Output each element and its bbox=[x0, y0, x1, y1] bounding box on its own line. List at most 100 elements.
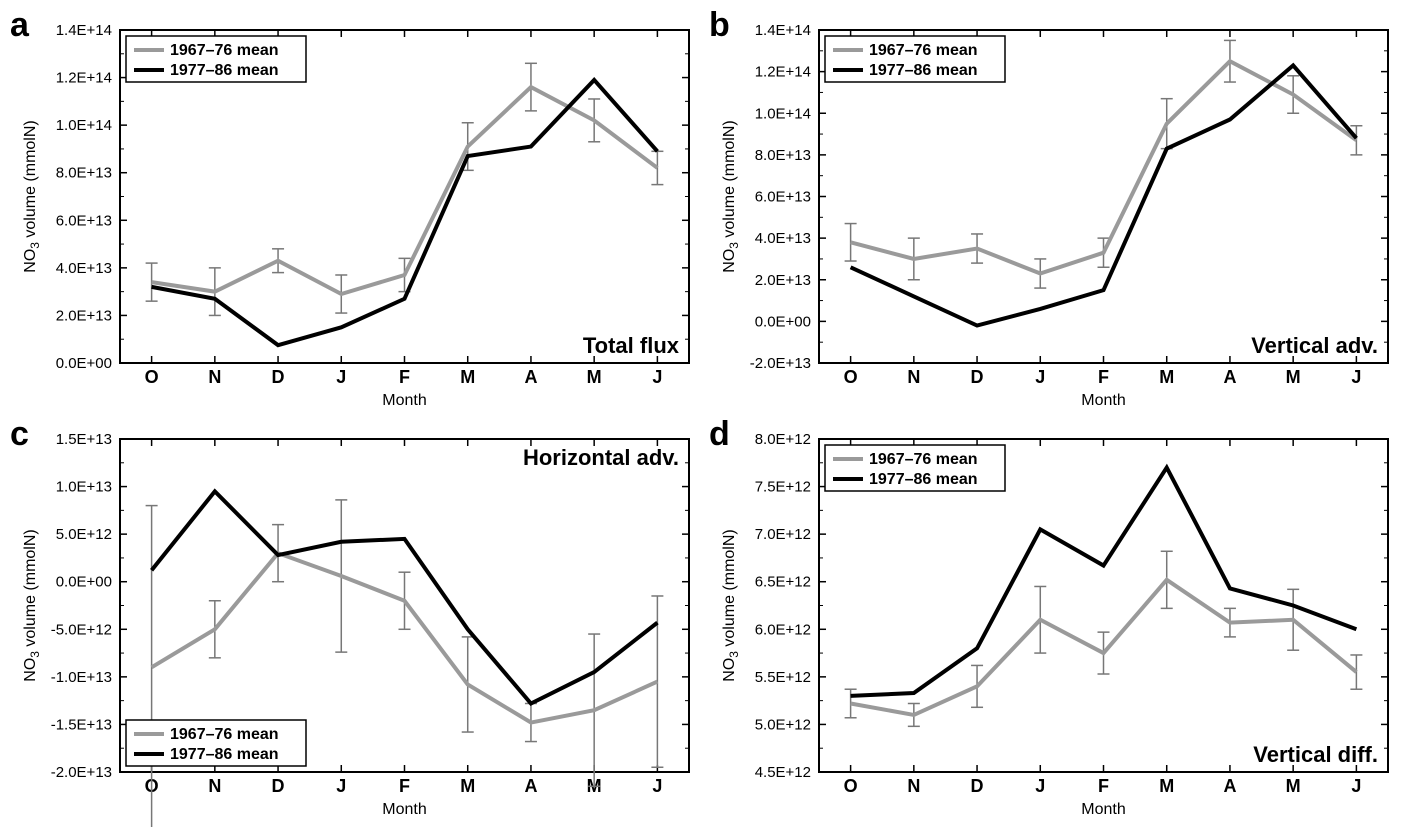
svg-text:-5.0E+12: -5.0E+12 bbox=[51, 621, 112, 638]
panel-d-label: d bbox=[709, 415, 730, 454]
svg-text:J: J bbox=[1351, 776, 1361, 796]
svg-text:-2.0E+13: -2.0E+13 bbox=[750, 355, 811, 372]
svg-text:A: A bbox=[1223, 776, 1236, 796]
svg-text:NO3 volume (mmolN): NO3 volume (mmolN) bbox=[721, 120, 741, 272]
svg-text:M: M bbox=[460, 776, 475, 796]
svg-text:M: M bbox=[1286, 776, 1301, 796]
svg-text:Month: Month bbox=[382, 392, 426, 409]
svg-text:J: J bbox=[652, 776, 662, 796]
panel-b-svg: -2.0E+13 0.0E+00 2.0E+13 4.0E+13 6.0E+13 8.0E… bbox=[709, 10, 1408, 418]
svg-text:1.2E+14: 1.2E+14 bbox=[56, 70, 112, 87]
svg-text:4.0E+13: 4.0E+13 bbox=[755, 230, 811, 247]
svg-text:1.4E+14: 1.4E+14 bbox=[755, 22, 811, 39]
svg-text:-1.5E+13: -1.5E+13 bbox=[51, 716, 112, 733]
svg-text:Month: Month bbox=[382, 801, 426, 818]
svg-text:O: O bbox=[145, 367, 159, 387]
svg-text:0.0E+00: 0.0E+00 bbox=[755, 313, 811, 330]
svg-text:6.0E+12: 6.0E+12 bbox=[755, 621, 811, 638]
svg-text:O: O bbox=[844, 776, 858, 796]
svg-text:A: A bbox=[524, 776, 537, 796]
svg-text:J: J bbox=[336, 367, 346, 387]
svg-text:F: F bbox=[399, 367, 410, 387]
panel-c-svg: -2.0E+13 -1.5E+13 -1.0E+13 -5.0E+12 0.0E+00 5… bbox=[10, 419, 709, 827]
svg-text:1967–76 mean: 1967–76 mean bbox=[869, 42, 978, 59]
svg-text:D: D bbox=[971, 776, 984, 796]
svg-text:6.0E+13: 6.0E+13 bbox=[56, 212, 112, 229]
svg-text:D: D bbox=[272, 776, 285, 796]
svg-text:5.0E+12: 5.0E+12 bbox=[755, 716, 811, 733]
svg-text:N: N bbox=[907, 776, 920, 796]
svg-text:NO3 volume (mmolN): NO3 volume (mmolN) bbox=[721, 529, 741, 681]
svg-text:J: J bbox=[1035, 776, 1045, 796]
svg-text:1.4E+14: 1.4E+14 bbox=[56, 22, 112, 39]
svg-text:J: J bbox=[336, 776, 346, 796]
svg-text:1967–76 mean: 1967–76 mean bbox=[869, 451, 978, 468]
svg-text:NO3 volume (mmolN): NO3 volume (mmolN) bbox=[22, 529, 42, 681]
svg-text:4.5E+12: 4.5E+12 bbox=[755, 764, 811, 781]
panel-a-svg: 0.0E+00 2.0E+13 4.0E+13 6.0E+13 8.0E+13 1.0E+… bbox=[10, 10, 709, 418]
svg-text:0.0E+00: 0.0E+00 bbox=[56, 355, 112, 372]
svg-text:-1.0E+13: -1.0E+13 bbox=[51, 668, 112, 685]
svg-text:1.0E+13: 1.0E+13 bbox=[56, 478, 112, 495]
svg-text:Horizontal adv.: Horizontal adv. bbox=[523, 445, 679, 470]
svg-text:7.5E+12: 7.5E+12 bbox=[755, 478, 811, 495]
svg-text:1.2E+14: 1.2E+14 bbox=[755, 64, 811, 81]
svg-text:D: D bbox=[272, 367, 285, 387]
svg-text:8.0E+13: 8.0E+13 bbox=[755, 147, 811, 164]
svg-text:J: J bbox=[652, 367, 662, 387]
panel-b: b -2.0E+130.0E+002.0E+134.0E+136.0E+138.… bbox=[709, 10, 1408, 419]
svg-text:Total flux: Total flux bbox=[583, 333, 680, 358]
svg-text:1.0E+14: 1.0E+14 bbox=[56, 117, 112, 134]
svg-text:1977–86 mean: 1977–86 mean bbox=[869, 62, 978, 79]
svg-text:J: J bbox=[1035, 367, 1045, 387]
svg-text:1977–86 mean: 1977–86 mean bbox=[170, 746, 279, 763]
svg-text:NO3 volume (mmolN): NO3 volume (mmolN) bbox=[22, 120, 42, 272]
panel-b-label: b bbox=[709, 6, 730, 45]
svg-text:Month: Month bbox=[1081, 801, 1125, 818]
svg-text:A: A bbox=[524, 367, 537, 387]
svg-text:5.0E+12: 5.0E+12 bbox=[56, 526, 112, 543]
svg-text:M: M bbox=[1159, 367, 1174, 387]
svg-text:1.0E+14: 1.0E+14 bbox=[755, 105, 811, 122]
panel-c: c -2.0E+13-1.5E+13-1.0E+13-5.0E+120.0E+0… bbox=[10, 419, 709, 828]
svg-text:1967–76 mean: 1967–76 mean bbox=[170, 726, 279, 743]
svg-text:J: J bbox=[1351, 367, 1361, 387]
svg-text:1977–86 mean: 1977–86 mean bbox=[869, 471, 978, 488]
svg-text:M: M bbox=[1159, 776, 1174, 796]
svg-text:1.5E+13: 1.5E+13 bbox=[56, 431, 112, 448]
svg-text:7.0E+12: 7.0E+12 bbox=[755, 526, 811, 543]
svg-text:F: F bbox=[1098, 367, 1109, 387]
svg-text:2.0E+13: 2.0E+13 bbox=[56, 307, 112, 324]
svg-text:6.0E+13: 6.0E+13 bbox=[755, 189, 811, 206]
svg-text:2.0E+13: 2.0E+13 bbox=[755, 272, 811, 289]
svg-text:D: D bbox=[971, 367, 984, 387]
svg-text:M: M bbox=[460, 367, 475, 387]
svg-text:F: F bbox=[1098, 776, 1109, 796]
svg-text:8.0E+12: 8.0E+12 bbox=[755, 431, 811, 448]
panel-c-label: c bbox=[10, 415, 29, 454]
svg-text:N: N bbox=[907, 367, 920, 387]
svg-text:F: F bbox=[399, 776, 410, 796]
figure-grid: a 0.0E+002.0E+134.0E+136.0E+138.0E+131.0… bbox=[10, 10, 1408, 827]
panel-d-svg: 4.5E+12 5.0E+12 5.5E+12 6.0E+12 6.5E+12 7.0E+… bbox=[709, 419, 1408, 827]
svg-text:Month: Month bbox=[1081, 392, 1125, 409]
svg-text:A: A bbox=[1223, 367, 1236, 387]
svg-text:M: M bbox=[1286, 367, 1301, 387]
svg-text:5.5E+12: 5.5E+12 bbox=[755, 668, 811, 685]
panel-d: d 4.5E+125.0E+125.5E+126.0E+126.5E+127.0… bbox=[709, 419, 1408, 828]
svg-text:N: N bbox=[208, 776, 221, 796]
svg-text:4.0E+13: 4.0E+13 bbox=[56, 260, 112, 277]
svg-text:6.5E+12: 6.5E+12 bbox=[755, 573, 811, 590]
svg-text:Vertical adv.: Vertical adv. bbox=[1251, 333, 1378, 358]
panel-a: a 0.0E+002.0E+134.0E+136.0E+138.0E+131.0… bbox=[10, 10, 709, 419]
panel-a-label: a bbox=[10, 6, 29, 45]
svg-text:M: M bbox=[587, 367, 602, 387]
svg-text:8.0E+13: 8.0E+13 bbox=[56, 165, 112, 182]
svg-text:Vertical diff.: Vertical diff. bbox=[1253, 742, 1378, 767]
svg-text:1977–86 mean: 1977–86 mean bbox=[170, 62, 279, 79]
svg-text:O: O bbox=[844, 367, 858, 387]
svg-text:0.0E+00: 0.0E+00 bbox=[56, 573, 112, 590]
svg-text:1967–76 mean: 1967–76 mean bbox=[170, 42, 279, 59]
svg-text:N: N bbox=[208, 367, 221, 387]
svg-text:-2.0E+13: -2.0E+13 bbox=[51, 764, 112, 781]
